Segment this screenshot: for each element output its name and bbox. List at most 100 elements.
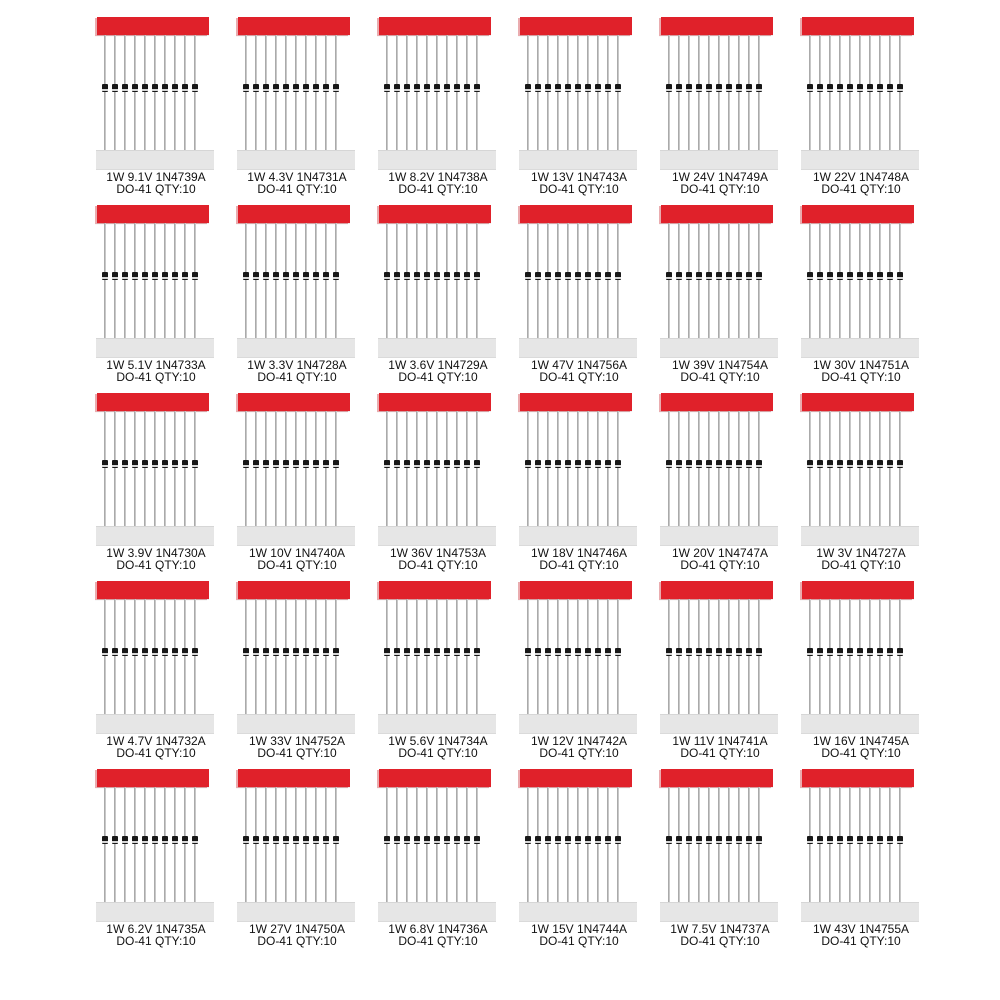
diode-lead: [245, 223, 247, 341]
cathode-band: [112, 89, 118, 91]
zener-diode-icon: [736, 648, 742, 656]
diode-lead: [728, 411, 730, 529]
diode-lead: [819, 35, 821, 153]
zener-diode-icon: [152, 272, 158, 280]
zener-diode-icon: [605, 836, 611, 844]
cathode-band: [746, 277, 752, 279]
cathode-band: [142, 841, 148, 843]
zener-diode-icon: [152, 648, 158, 656]
diode-lead: [547, 787, 549, 905]
diode-lead: [114, 599, 116, 717]
zener-diode-icon: [313, 648, 319, 656]
cathode-band: [102, 277, 108, 279]
diode-lead: [164, 411, 166, 529]
zener-diode-icon: [877, 272, 883, 280]
pack-spec: 1W 4.7V 1N4732A: [106, 734, 206, 748]
diode-lead: [164, 599, 166, 717]
diode-lead: [184, 599, 186, 717]
diode-pack: 1W 13V 1N4743A DO-41 QTY:10: [517, 17, 657, 205]
cathode-band: [394, 277, 400, 279]
pack-caption: 1W 24V 1N4749A DO-41 QTY:10: [650, 171, 790, 195]
cathode-band: [313, 89, 319, 91]
cathode-band: [152, 89, 158, 91]
zener-diode-icon: [132, 460, 138, 468]
diode-lead: [416, 223, 418, 341]
zener-diode-icon: [323, 836, 329, 844]
zener-diode-icon: [243, 460, 249, 468]
diode-lead: [758, 35, 760, 153]
diode-lead: [748, 35, 750, 153]
cathode-band: [454, 89, 460, 91]
zener-diode-icon: [575, 836, 581, 844]
diode-lead: [849, 411, 851, 529]
pack-caption: 1W 6.8V 1N4736A DO-41 QTY:10: [368, 923, 508, 947]
zener-diode-icon: [736, 84, 742, 92]
zener-diode-icon: [706, 836, 712, 844]
diode-lead: [315, 223, 317, 341]
diode-lead: [607, 223, 609, 341]
cathode-band: [263, 653, 269, 655]
diode-lead: [678, 223, 680, 341]
cathode-band: [545, 653, 551, 655]
zener-diode-icon: [595, 648, 601, 656]
zener-diode-icon: [323, 272, 329, 280]
diode-lead: [819, 223, 821, 341]
cathode-band: [696, 465, 702, 467]
zener-diode-icon: [414, 460, 420, 468]
cathode-band: [817, 277, 823, 279]
zener-diode-icon: [756, 84, 762, 92]
zener-diode-icon: [384, 272, 390, 280]
cathode-band: [736, 89, 742, 91]
diode-pack: 1W 5.1V 1N4733A DO-41 QTY:10: [94, 205, 234, 393]
zener-diode-icon: [817, 84, 823, 92]
pack-spec: 1W 11V 1N4741A: [672, 734, 768, 748]
white-tape: [237, 902, 355, 922]
cathode-band: [575, 89, 581, 91]
diode-lead: [295, 599, 297, 717]
zener-diode-icon: [686, 272, 692, 280]
red-tape: [379, 17, 491, 35]
diode-lead: [617, 35, 619, 153]
white-tape: [378, 714, 496, 734]
zener-diode-icon: [192, 272, 198, 280]
red-tape: [520, 581, 632, 599]
diode-lead: [245, 35, 247, 153]
cathode-band: [323, 841, 329, 843]
diode-lead: [668, 35, 670, 153]
diode-pack: 1W 22V 1N4748A DO-41 QTY:10: [799, 17, 939, 205]
pack-caption: 1W 36V 1N4753A DO-41 QTY:10: [368, 547, 508, 571]
zener-diode-icon: [525, 648, 531, 656]
zener-diode-icon: [817, 648, 823, 656]
white-tape: [378, 338, 496, 358]
zener-diode-icon: [887, 648, 893, 656]
diode-lead: [325, 599, 327, 717]
diode-lead: [809, 599, 811, 717]
cathode-band: [525, 89, 531, 91]
pack-package-qty: DO-41 QTY:10: [398, 182, 478, 196]
cathode-band: [333, 277, 339, 279]
cathode-band: [666, 841, 672, 843]
cathode-band: [877, 89, 883, 91]
diode-pack: 1W 8.2V 1N4738A DO-41 QTY:10: [376, 17, 516, 205]
cathode-band: [756, 465, 762, 467]
cathode-band: [545, 465, 551, 467]
diode-lead: [758, 411, 760, 529]
cathode-band: [847, 89, 853, 91]
zener-diode-icon: [827, 272, 833, 280]
zener-diode-icon: [414, 84, 420, 92]
zener-diode-icon: [192, 460, 198, 468]
diode-lead: [597, 599, 599, 717]
cathode-band: [263, 465, 269, 467]
zener-diode-icon: [887, 84, 893, 92]
zener-diode-icon: [837, 84, 843, 92]
zener-diode-icon: [746, 648, 752, 656]
zener-diode-icon: [847, 84, 853, 92]
zener-diode-icon: [555, 460, 561, 468]
cathode-band: [313, 841, 319, 843]
zener-diode-icon: [807, 460, 813, 468]
zener-diode-icon: [887, 836, 893, 844]
zener-diode-icon: [253, 272, 259, 280]
zener-diode-icon: [142, 460, 148, 468]
white-tape: [519, 526, 637, 546]
cathode-band: [102, 841, 108, 843]
